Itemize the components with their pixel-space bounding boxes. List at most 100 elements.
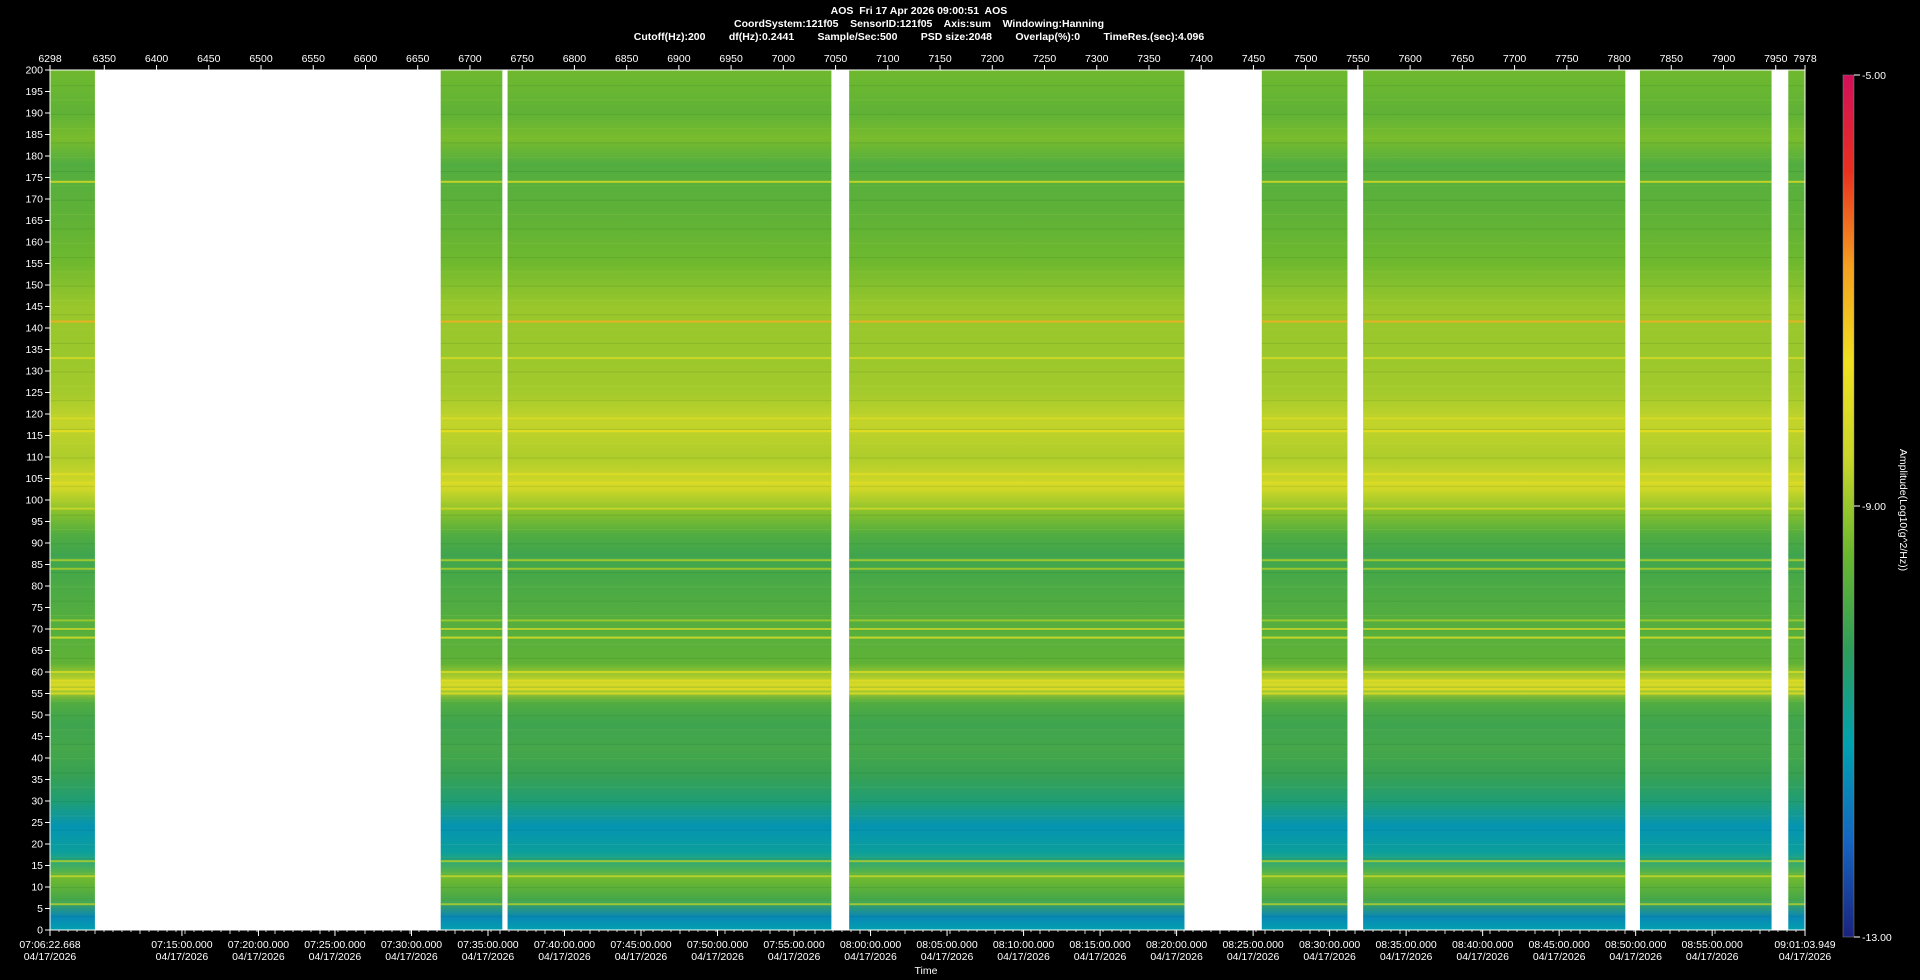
segment-texture-line — [1639, 214, 1772, 216]
spectral-line — [50, 320, 95, 323]
spectral-line — [1261, 679, 1348, 682]
spectral-line — [50, 567, 95, 570]
segment-texture-line — [50, 271, 95, 273]
segment-texture-line — [1788, 271, 1805, 273]
segment-texture-line — [507, 199, 832, 201]
y-axis: 0 5 10 15 20 25 30 35 40 45 50 55 60 65 70 75 80 85 90 95 10… — [25, 65, 50, 937]
time-tick-label: 08:40:00.000 — [1452, 939, 1513, 951]
date-tick-label: 04/17/2026 — [1150, 951, 1203, 963]
segment-band-fill — [1788, 70, 1805, 930]
segment-texture-line — [440, 572, 503, 574]
spectral-line — [1261, 473, 1348, 476]
spectral-line — [849, 180, 1185, 183]
segment-texture-line — [1261, 113, 1348, 115]
segment-texture-line — [1363, 142, 1626, 144]
segment-texture-line — [50, 242, 95, 244]
segment-texture-line — [1788, 342, 1805, 344]
y-tick-label: 95 — [31, 516, 43, 528]
segment-texture-line — [507, 686, 832, 688]
spectral-line — [849, 636, 1185, 639]
segment-texture-line — [1363, 342, 1626, 344]
segment-texture-line — [507, 371, 832, 373]
segment-texture-line — [849, 643, 1185, 645]
segment-texture-line — [1639, 572, 1772, 574]
segment-texture-line — [849, 428, 1185, 430]
y-tick-label: 120 — [25, 409, 43, 421]
top-tick-label: 7100 — [876, 53, 900, 65]
date-tick-label: 04/17/2026 — [1686, 951, 1739, 963]
segment-texture-line — [507, 614, 832, 616]
top-tick-label: 6750 — [510, 53, 534, 65]
y-tick-label: 195 — [25, 86, 43, 98]
segment-texture-line — [1788, 228, 1805, 230]
segment-texture-line — [50, 729, 95, 731]
time-tick-label: 08:00:00.000 — [840, 939, 901, 951]
segment-texture-line — [849, 385, 1185, 387]
segment-texture-line — [507, 700, 832, 702]
y-tick-label: 150 — [25, 280, 43, 292]
top-tick-label: 7950 — [1764, 53, 1788, 65]
segment-texture-line — [507, 786, 832, 788]
segment-texture-line — [1788, 371, 1805, 373]
spectral-line — [849, 481, 1185, 484]
top-tick-label: 6800 — [563, 53, 587, 65]
segment-texture-line — [849, 514, 1185, 516]
segment-texture-line — [1261, 185, 1348, 187]
segment-texture-line — [1363, 328, 1626, 330]
segment-band-fill — [1261, 70, 1348, 930]
segment-texture-line — [1363, 529, 1626, 531]
spectral-line — [1788, 473, 1805, 476]
segment-texture-line — [440, 643, 503, 645]
segment-texture-line — [1788, 214, 1805, 216]
segment-texture-line — [1363, 901, 1626, 903]
segment-texture-line — [440, 171, 503, 173]
segment-texture-line — [440, 657, 503, 659]
y-tick-label: 30 — [31, 796, 43, 808]
segment-texture-line — [507, 257, 832, 259]
spectral-line — [849, 671, 1185, 673]
segment-texture-line — [1639, 457, 1772, 459]
segment-texture-line — [1639, 772, 1772, 774]
y-tick-label: 170 — [25, 194, 43, 206]
top-tick-label: 7650 — [1451, 53, 1475, 65]
top-tick-label: 7400 — [1190, 53, 1214, 65]
spectral-line — [849, 417, 1185, 420]
segment-texture-line — [507, 185, 832, 187]
spectral-line — [440, 417, 503, 420]
segment-texture-line — [50, 471, 95, 473]
segment-texture-line — [1363, 471, 1626, 473]
spectral-line — [440, 473, 503, 476]
y-tick-label: 175 — [25, 172, 43, 184]
time-tick-label: 07:25:00.000 — [304, 939, 365, 951]
spectral-line — [849, 320, 1185, 323]
spectral-line — [440, 320, 503, 323]
spectral-line — [507, 417, 832, 420]
y-tick-label: 55 — [31, 688, 43, 700]
x-axis-label: Time — [915, 965, 938, 977]
segment-texture-line — [1261, 514, 1348, 516]
segment-texture-line — [440, 342, 503, 344]
y-tick-label: 155 — [25, 258, 43, 270]
spectral-line — [1788, 417, 1805, 420]
segment-texture-line — [50, 715, 95, 717]
segment-texture-line — [849, 586, 1185, 588]
segment-texture-line — [440, 514, 503, 516]
segment-texture-line — [50, 872, 95, 874]
spectral-line — [440, 559, 503, 562]
segment-texture-line — [50, 586, 95, 588]
segment-texture-line — [1363, 428, 1626, 430]
spectral-line — [50, 692, 95, 695]
segment-texture-line — [849, 829, 1185, 831]
time-tick-label: 08:45:00.000 — [1528, 939, 1589, 951]
segment-texture-line — [1639, 171, 1772, 173]
spectral-line — [1639, 180, 1772, 183]
segment-texture-line — [1788, 543, 1805, 545]
spectral-line — [1788, 507, 1805, 510]
segment-texture-line — [849, 858, 1185, 860]
segment-texture-line — [50, 457, 95, 459]
segment-texture-line — [1788, 758, 1805, 760]
segment-texture-line — [849, 156, 1185, 158]
date-tick-label: 04/17/2026 — [1609, 951, 1662, 963]
segment-texture-line — [507, 643, 832, 645]
segment-texture-line — [1639, 887, 1772, 889]
